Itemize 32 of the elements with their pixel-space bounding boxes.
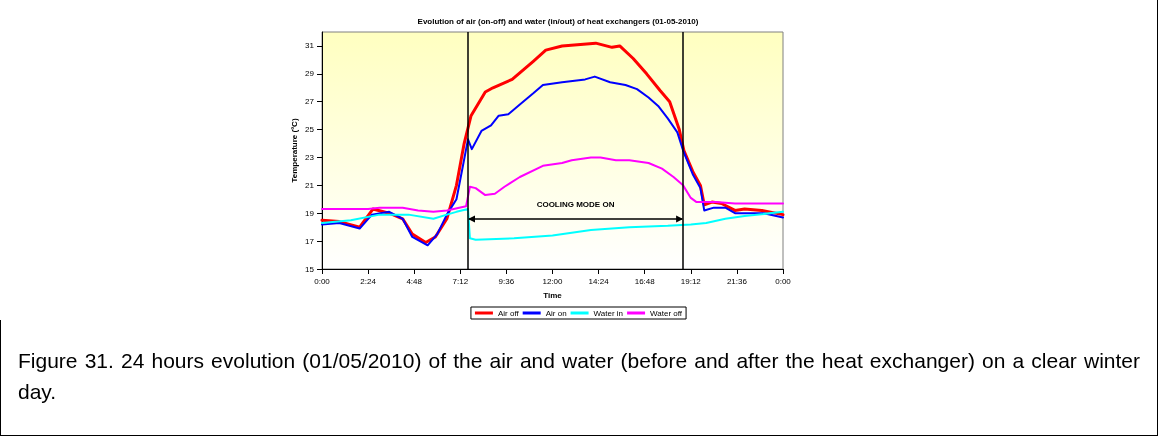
y-tick-label: 31 <box>305 41 315 51</box>
legend-label: Water in <box>593 308 624 318</box>
x-tick-label: 0:00 <box>775 276 792 286</box>
annotation: COOLING MODE ON <box>535 200 616 209</box>
x-tick-label: 2:24 <box>360 276 377 286</box>
x-axis-title: Time <box>543 290 563 300</box>
x-tick-label: 9:36 <box>498 276 515 286</box>
line-series <box>321 156 784 213</box>
y-axis-title: Temperature (ºC) <box>289 118 299 183</box>
y-tick-label: 29 <box>305 69 315 79</box>
x-tick-label: 14:24 <box>588 276 610 286</box>
x-tick-label: 4:48 <box>406 276 423 286</box>
caption: Figure 31. 24 hours evolution (01/05/2010) of the air and water (before and after the heat exchanger) on a clear winter day. <box>18 348 1140 405</box>
y-tick-label: 19 <box>305 208 315 218</box>
x-tick-label: 16:48 <box>634 276 656 286</box>
legend-label: Air off <box>497 308 520 318</box>
y-tick-label: 25 <box>305 125 315 135</box>
y-tick-label: 15 <box>305 264 315 274</box>
y-tick-label: 23 <box>305 152 315 162</box>
x-tick-label: 19:12 <box>680 276 702 286</box>
x-tick-label: 21:36 <box>726 276 748 286</box>
legend-label: Air on <box>545 308 567 318</box>
x-tick-label: 12:00 <box>542 276 564 286</box>
x-tick-label: 0:00 <box>314 276 331 286</box>
legend-label: Water off <box>650 308 683 318</box>
chart-title: Evolution of air (on-off) and water (in/out) of heat exchangers (01-05-2010) <box>417 16 699 26</box>
line-series <box>321 208 784 241</box>
x-tick-label: 7:12 <box>452 276 469 286</box>
y-tick-label: 17 <box>305 236 315 246</box>
y-tick-label: 21 <box>305 180 315 190</box>
line-series <box>321 75 784 247</box>
y-tick-label: 27 <box>305 97 315 107</box>
